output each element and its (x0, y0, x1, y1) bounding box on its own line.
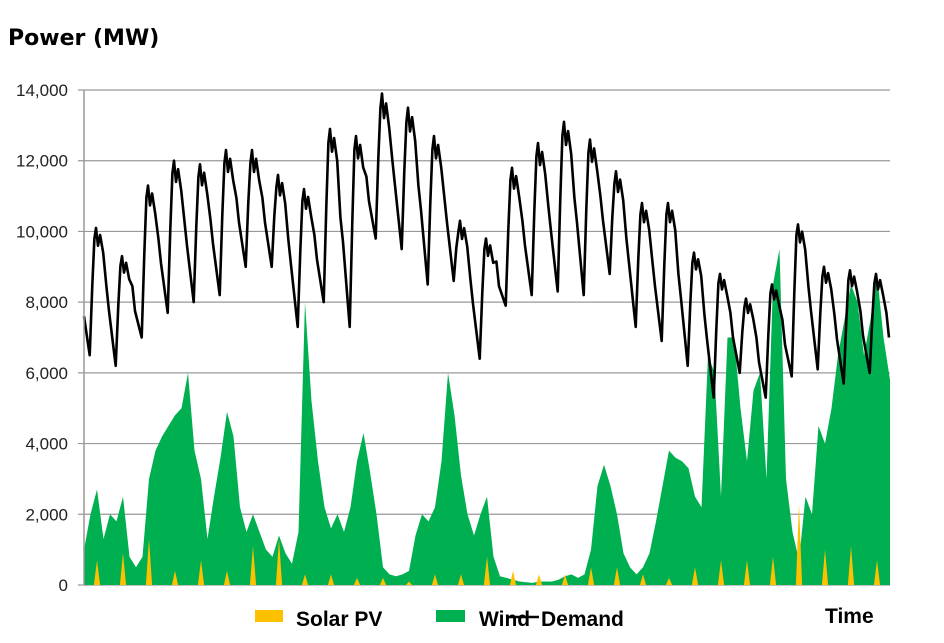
y-tick-label: 0 (59, 576, 68, 595)
legend-label-solar: Solar PV (296, 608, 382, 631)
y-tick-label: 10,000 (16, 222, 68, 241)
legend: Solar PV Wind Demand (255, 608, 624, 631)
legend-label-wind: Wind (479, 608, 530, 631)
wind-area (84, 249, 890, 585)
solar-area (84, 503, 890, 585)
y-tick-label: 12,000 (16, 152, 68, 171)
x-axis-label: Time (825, 605, 874, 628)
y-tick-label: 14,000 (16, 81, 68, 100)
legend-label-demand: Demand (541, 608, 624, 631)
legend-swatch-solar (255, 610, 283, 622)
chart-title: Power (MW) (8, 26, 159, 51)
demand-line (82, 92, 891, 399)
y-tick-label: 8,000 (25, 293, 68, 312)
y-tick-label: 2,000 (25, 505, 68, 524)
y-axis-ticks: 0 2,000 4,000 6,000 8,000 10,000 12,000 14,000 (16, 81, 68, 595)
y-tick-label: 6,000 (25, 364, 68, 383)
legend-swatch-wind (436, 610, 465, 622)
y-tick-label: 4,000 (25, 435, 68, 454)
